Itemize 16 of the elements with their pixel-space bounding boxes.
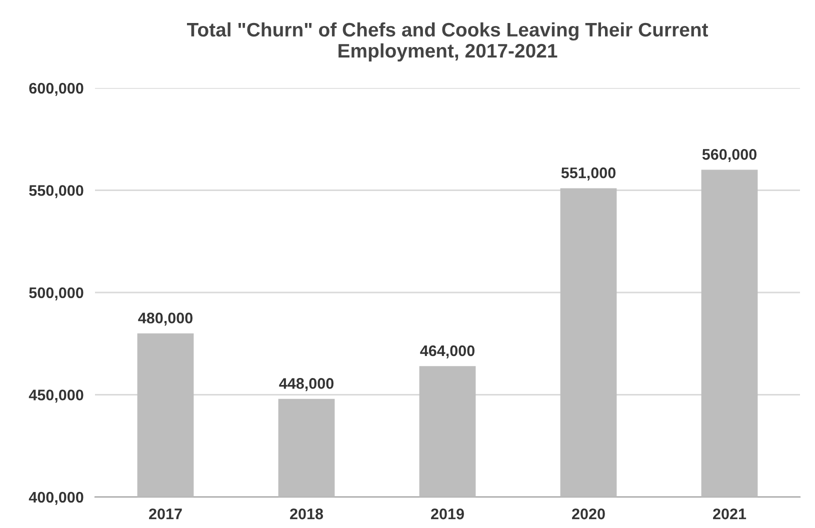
data-label: 551,000 xyxy=(561,167,616,180)
x-tick-label: 2020 xyxy=(572,508,605,520)
y-tick-label: 550,000 xyxy=(29,185,84,198)
x-tick-label: 2019 xyxy=(431,508,464,520)
data-label: 560,000 xyxy=(702,149,756,162)
x-tick-label: 2021 xyxy=(713,508,746,520)
data-label: 480,000 xyxy=(138,312,192,326)
data-label: 464,000 xyxy=(420,345,474,358)
y-tick-label: 500,000 xyxy=(29,287,84,300)
chart-title: Total "Churn" of Chefs and Cooks Leaving Their Current Employment, 2017-2021 xyxy=(186,22,708,62)
x-tick-label: 2018 xyxy=(290,508,324,520)
y-tick-label: 600,000 xyxy=(29,82,84,96)
y-tick-label: 400,000 xyxy=(28,492,84,505)
x-tick-label: 2017 xyxy=(149,508,182,520)
data-label: 448,000 xyxy=(279,378,334,392)
y-tick-label: 450,000 xyxy=(28,390,84,403)
